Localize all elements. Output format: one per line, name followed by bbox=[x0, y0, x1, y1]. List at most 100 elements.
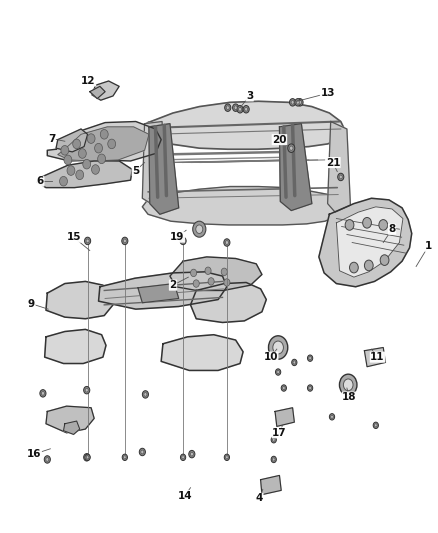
Circle shape bbox=[86, 239, 89, 243]
Polygon shape bbox=[37, 161, 132, 188]
Circle shape bbox=[374, 424, 377, 427]
Text: 3: 3 bbox=[246, 91, 253, 101]
Text: 15: 15 bbox=[66, 232, 81, 242]
Circle shape bbox=[307, 355, 313, 361]
Circle shape bbox=[122, 454, 127, 461]
Circle shape bbox=[180, 454, 186, 461]
Polygon shape bbox=[142, 122, 166, 204]
Polygon shape bbox=[92, 81, 119, 100]
Circle shape bbox=[95, 143, 102, 153]
Circle shape bbox=[191, 269, 197, 277]
Circle shape bbox=[273, 341, 283, 354]
Circle shape bbox=[40, 390, 46, 397]
Circle shape bbox=[329, 414, 335, 420]
Circle shape bbox=[283, 386, 285, 390]
Circle shape bbox=[364, 260, 373, 271]
Circle shape bbox=[124, 239, 126, 243]
Circle shape bbox=[225, 104, 231, 111]
Circle shape bbox=[84, 454, 90, 461]
Text: 13: 13 bbox=[320, 88, 335, 98]
Text: 11: 11 bbox=[370, 352, 385, 362]
Circle shape bbox=[307, 385, 313, 391]
Circle shape bbox=[290, 99, 296, 106]
Circle shape bbox=[221, 268, 227, 276]
Circle shape bbox=[61, 146, 69, 155]
Circle shape bbox=[226, 106, 230, 110]
Polygon shape bbox=[64, 421, 80, 434]
Circle shape bbox=[309, 386, 311, 390]
Text: 7: 7 bbox=[48, 134, 55, 143]
Circle shape bbox=[67, 166, 75, 175]
Circle shape bbox=[85, 237, 91, 245]
Polygon shape bbox=[364, 348, 385, 367]
Circle shape bbox=[60, 176, 67, 186]
Circle shape bbox=[193, 221, 206, 237]
Circle shape bbox=[297, 99, 303, 106]
Text: 8: 8 bbox=[389, 224, 396, 234]
Circle shape bbox=[205, 267, 211, 274]
Polygon shape bbox=[45, 329, 106, 364]
Polygon shape bbox=[319, 198, 412, 287]
Text: 16: 16 bbox=[27, 449, 42, 459]
Circle shape bbox=[243, 106, 249, 113]
Text: 5: 5 bbox=[132, 166, 139, 175]
Circle shape bbox=[73, 139, 81, 149]
Circle shape bbox=[380, 255, 389, 265]
Circle shape bbox=[281, 385, 286, 391]
Circle shape bbox=[345, 220, 354, 230]
Circle shape bbox=[233, 104, 239, 111]
Circle shape bbox=[343, 379, 353, 391]
Text: 2: 2 bbox=[170, 280, 177, 290]
Circle shape bbox=[139, 448, 145, 456]
Circle shape bbox=[87, 134, 95, 143]
Circle shape bbox=[84, 386, 90, 394]
Circle shape bbox=[237, 106, 243, 113]
Circle shape bbox=[141, 450, 144, 454]
Circle shape bbox=[144, 392, 147, 397]
Polygon shape bbox=[275, 408, 294, 426]
Circle shape bbox=[193, 280, 199, 287]
Circle shape bbox=[142, 391, 148, 398]
Polygon shape bbox=[46, 406, 94, 433]
Polygon shape bbox=[142, 187, 343, 225]
Circle shape bbox=[271, 456, 276, 463]
Circle shape bbox=[299, 100, 302, 104]
Text: 12: 12 bbox=[81, 76, 96, 86]
Circle shape bbox=[277, 370, 279, 374]
Polygon shape bbox=[170, 257, 262, 290]
Text: 17: 17 bbox=[272, 428, 287, 438]
Circle shape bbox=[100, 130, 108, 139]
Circle shape bbox=[245, 108, 248, 111]
Circle shape bbox=[180, 237, 186, 245]
Circle shape bbox=[338, 173, 344, 181]
Polygon shape bbox=[191, 282, 266, 322]
Circle shape bbox=[373, 422, 378, 429]
Circle shape bbox=[86, 456, 89, 459]
Text: 18: 18 bbox=[342, 392, 357, 402]
Circle shape bbox=[85, 388, 88, 392]
Circle shape bbox=[291, 100, 294, 104]
Polygon shape bbox=[47, 122, 161, 161]
Circle shape bbox=[226, 456, 228, 459]
Circle shape bbox=[276, 369, 281, 375]
Polygon shape bbox=[261, 475, 281, 495]
Circle shape bbox=[98, 154, 106, 164]
Circle shape bbox=[46, 457, 49, 461]
Text: 10: 10 bbox=[263, 352, 278, 362]
Circle shape bbox=[224, 279, 230, 286]
Circle shape bbox=[296, 100, 300, 104]
Text: 9: 9 bbox=[28, 299, 35, 309]
Circle shape bbox=[76, 170, 84, 180]
Circle shape bbox=[208, 278, 214, 285]
Circle shape bbox=[41, 391, 45, 395]
Circle shape bbox=[290, 146, 293, 150]
Circle shape bbox=[226, 241, 229, 244]
Circle shape bbox=[339, 374, 357, 395]
Polygon shape bbox=[279, 124, 312, 211]
Circle shape bbox=[271, 437, 276, 443]
Polygon shape bbox=[328, 122, 350, 212]
Circle shape bbox=[108, 139, 116, 149]
Polygon shape bbox=[336, 207, 403, 277]
Polygon shape bbox=[90, 86, 105, 99]
Polygon shape bbox=[161, 335, 243, 370]
